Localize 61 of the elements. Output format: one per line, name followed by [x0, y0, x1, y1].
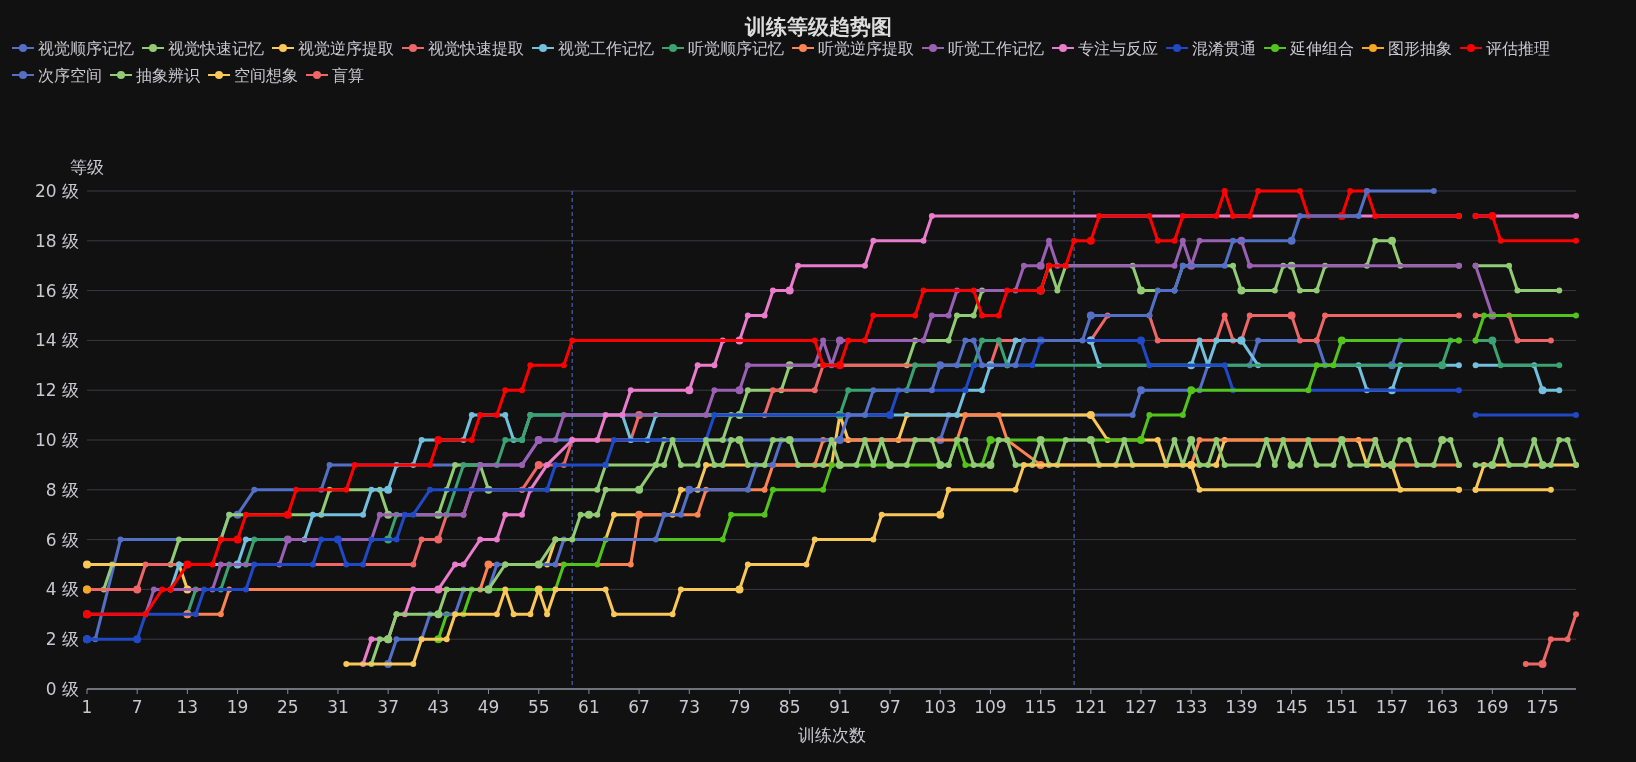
legend-label: 次序空间 [38, 66, 102, 85]
x-tick-label: 85 [778, 697, 801, 717]
x-tick-label: 157 [1375, 697, 1409, 717]
legend-label: 视觉工作记忆 [558, 39, 654, 58]
legend-label: 混淆贯通 [1192, 39, 1256, 58]
x-tick-label: 79 [728, 697, 751, 717]
legend-label: 视觉快速记忆 [168, 39, 264, 58]
y-axis-title: 等级 [70, 157, 104, 177]
legend-label: 专注与反应 [1078, 39, 1158, 58]
x-tick-label: 97 [879, 697, 901, 717]
legend-label: 听觉逆序提取 [818, 39, 914, 58]
y-tick-label: 18 级 [34, 230, 79, 251]
x-tick-label: 13 [176, 697, 199, 717]
x-tick-label: 151 [1325, 697, 1358, 717]
y-tick-label: 20 级 [34, 181, 79, 201]
x-tick-label: 163 [1425, 697, 1459, 717]
x-tick-label: 121 [1074, 697, 1108, 717]
chart-title: 训练等级趋势图 [743, 15, 892, 39]
x-tick-label: 43 [427, 697, 450, 717]
legend-label: 盲算 [332, 66, 364, 85]
x-tick-label: 7 [131, 697, 143, 717]
legend-label: 视觉逆序提取 [298, 39, 394, 58]
y-tick-label: 0 级 [45, 679, 79, 699]
x-tick-label: 31 [327, 697, 349, 717]
x-tick-label: 145 [1275, 697, 1308, 717]
legend-label: 空间想象 [234, 66, 298, 85]
y-tick-label: 8 级 [45, 479, 79, 500]
x-tick-label: 55 [527, 697, 550, 717]
y-tick-label: 10 级 [34, 430, 79, 450]
x-tick-label: 19 [226, 697, 249, 717]
x-tick-label: 115 [1024, 697, 1057, 717]
x-tick-label: 91 [829, 697, 851, 717]
x-axis-title: 训练次数 [797, 725, 866, 745]
legend-label: 视觉快速提取 [428, 39, 524, 58]
x-tick-label: 139 [1225, 697, 1258, 717]
x-tick-label: 133 [1174, 697, 1208, 717]
x-tick-label: 37 [377, 697, 399, 717]
x-tick-label: 127 [1124, 697, 1158, 717]
legend-label: 视觉顺序记忆 [38, 39, 134, 58]
y-tick-label: 12 级 [34, 380, 79, 401]
legend-label: 图形抽象 [1388, 39, 1452, 58]
x-tick-label: 73 [678, 697, 701, 717]
y-tick-label: 14 级 [34, 330, 79, 351]
x-tick-label: 169 [1476, 697, 1509, 717]
x-tick-label: 103 [924, 697, 957, 717]
x-tick-label: 25 [276, 697, 299, 717]
legend-label: 延伸组合 [1289, 39, 1354, 58]
y-tick-label: 2 级 [45, 629, 79, 650]
y-tick-label: 6 级 [45, 529, 79, 550]
x-tick-label: 61 [578, 697, 600, 717]
x-tick-label: 1 [81, 697, 93, 717]
x-tick-label: 175 [1526, 697, 1559, 717]
legend-label: 评估推理 [1486, 39, 1550, 58]
legend-label: 听觉工作记忆 [948, 39, 1044, 58]
y-tick-label: 4 级 [45, 579, 79, 600]
legend-label: 听觉顺序记忆 [688, 39, 784, 58]
x-tick-label: 109 [974, 697, 1007, 717]
x-tick-label: 49 [477, 697, 500, 717]
legend-label: 抽象辨识 [136, 66, 200, 85]
y-tick-label: 16 级 [34, 280, 79, 301]
x-tick-label: 67 [628, 697, 650, 717]
